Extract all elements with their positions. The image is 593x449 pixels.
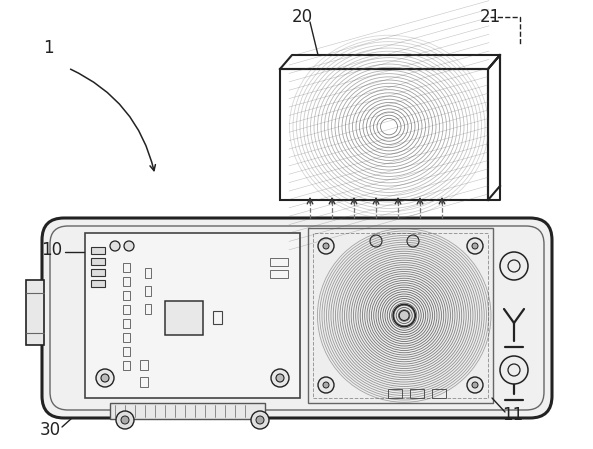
- Circle shape: [407, 235, 419, 247]
- Bar: [123, 291, 130, 300]
- Bar: [123, 319, 130, 328]
- Circle shape: [500, 356, 528, 384]
- Circle shape: [467, 238, 483, 254]
- Circle shape: [101, 374, 109, 382]
- Circle shape: [318, 238, 334, 254]
- Bar: [270, 258, 288, 266]
- Circle shape: [110, 241, 120, 251]
- Bar: [140, 360, 148, 370]
- Bar: [123, 305, 130, 314]
- Circle shape: [96, 369, 114, 387]
- Bar: [410, 389, 424, 398]
- Bar: [280, 69, 488, 200]
- Circle shape: [276, 374, 284, 382]
- Circle shape: [124, 241, 134, 251]
- Circle shape: [256, 416, 264, 424]
- Bar: [145, 268, 151, 278]
- Bar: [123, 263, 130, 272]
- Circle shape: [500, 252, 528, 280]
- Bar: [123, 277, 130, 286]
- Bar: [91, 258, 105, 265]
- Bar: [313, 233, 488, 398]
- Text: 1: 1: [43, 39, 53, 57]
- Text: 20: 20: [291, 8, 313, 26]
- Circle shape: [318, 377, 334, 393]
- Circle shape: [370, 235, 382, 247]
- Bar: [91, 269, 105, 276]
- Bar: [308, 228, 493, 403]
- Circle shape: [323, 382, 329, 388]
- Bar: [432, 389, 446, 398]
- Circle shape: [251, 411, 269, 429]
- Circle shape: [271, 369, 289, 387]
- Bar: [85, 233, 300, 398]
- Bar: [140, 377, 148, 387]
- Circle shape: [467, 377, 483, 393]
- Bar: [145, 286, 151, 296]
- Circle shape: [472, 382, 478, 388]
- Text: 11: 11: [502, 406, 524, 424]
- Bar: [91, 247, 105, 254]
- Text: 21: 21: [479, 8, 500, 26]
- Bar: [388, 389, 402, 398]
- Bar: [213, 311, 222, 324]
- Bar: [145, 304, 151, 314]
- Text: 30: 30: [40, 421, 60, 439]
- Bar: [110, 403, 265, 419]
- Bar: [91, 280, 105, 287]
- Circle shape: [393, 304, 415, 326]
- Bar: [270, 270, 288, 278]
- Circle shape: [116, 411, 134, 429]
- FancyBboxPatch shape: [42, 218, 552, 418]
- Circle shape: [323, 243, 329, 249]
- Circle shape: [121, 416, 129, 424]
- Circle shape: [472, 243, 478, 249]
- Bar: [165, 301, 203, 335]
- Bar: [26, 280, 44, 345]
- Bar: [123, 347, 130, 356]
- Bar: [123, 361, 130, 370]
- Text: 10: 10: [42, 241, 63, 259]
- Circle shape: [399, 311, 409, 321]
- Bar: [123, 333, 130, 342]
